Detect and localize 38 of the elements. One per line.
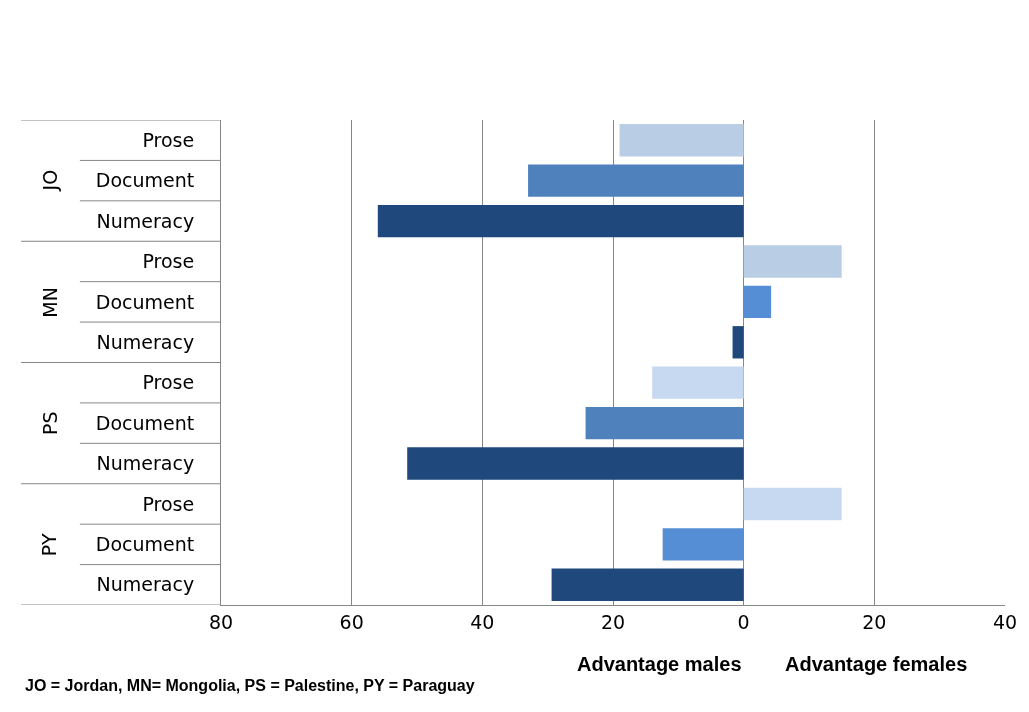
bar xyxy=(743,245,842,278)
y-tick-label: Numeracy xyxy=(96,209,195,232)
bar xyxy=(732,326,744,359)
x-tick-label: 40 xyxy=(992,610,1018,633)
text: JO xyxy=(39,169,62,192)
x-tick-label: 20 xyxy=(862,610,887,633)
text: PY xyxy=(38,533,61,557)
bar xyxy=(551,568,744,601)
text: JO = Jordan, MN= Mongolia, PS = Palestine, PY = Paraguay xyxy=(25,677,475,694)
y-tick-label: Prose xyxy=(142,128,195,151)
bar xyxy=(407,447,744,480)
y-tick-label: Prose xyxy=(142,250,195,273)
y-tick-label: Document xyxy=(95,290,195,313)
x-tick-label: 40 xyxy=(470,610,495,633)
x-tick-label: 80 xyxy=(208,610,234,633)
y-tick-label: Numeracy xyxy=(96,573,195,596)
x-tick-label: 20 xyxy=(600,610,626,633)
y-tick-label: Prose xyxy=(142,492,195,515)
y-tick-label: Document xyxy=(95,533,195,556)
bar xyxy=(528,164,744,197)
text: Advantage females xyxy=(785,653,968,675)
bar xyxy=(662,528,744,561)
y-tick-label: Numeracy xyxy=(96,330,195,353)
bar xyxy=(743,487,842,521)
text: PS xyxy=(38,411,61,435)
bar xyxy=(652,366,744,399)
y-tick-label: Prose xyxy=(142,371,195,394)
text: MN xyxy=(38,287,61,318)
bar xyxy=(619,124,744,157)
bar xyxy=(743,285,772,319)
x-tick-label: 60 xyxy=(339,610,364,633)
y-tick-label: Document xyxy=(95,411,195,434)
y-tick-label: Document xyxy=(95,169,195,192)
bar xyxy=(377,204,744,238)
x-tick-label: 0 xyxy=(737,610,750,633)
text: Advantage males xyxy=(577,653,742,675)
y-tick-label: Numeracy xyxy=(96,452,195,475)
bar xyxy=(585,406,744,440)
